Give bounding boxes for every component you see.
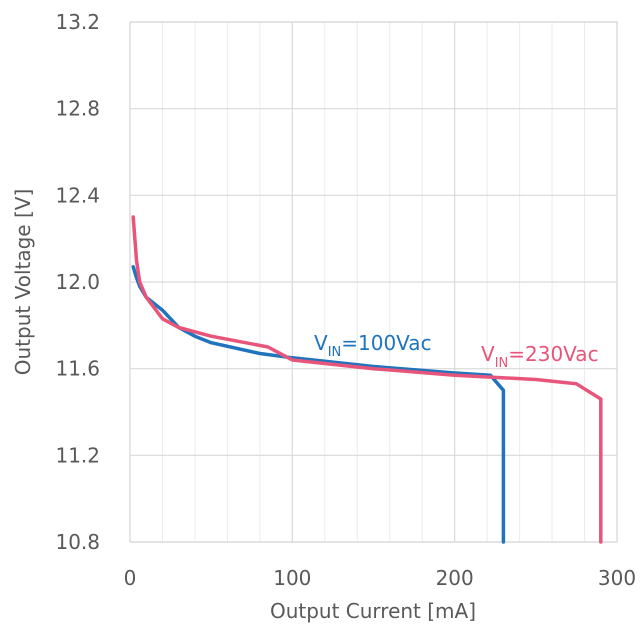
x-tick-label: 200 [436,566,474,590]
y-axis: 10.8 11.2 11.6 12.0 12.4 12.8 13.2 [55,10,100,554]
x-tick-label: 300 [598,566,636,590]
series-line-100vac [131,265,506,544]
x-axis: 0 100 200 300 [124,566,636,590]
y-axis-title: Output Voltage [V] [11,189,35,376]
series-label-100vac: VIN=100Vac [314,331,432,360]
x-axis-title: Output Current [mA] [270,599,476,623]
x-tick-label: 100 [273,566,311,590]
y-tick-label: 13.2 [55,10,100,34]
series-group [131,215,603,544]
series-label-230vac: VIN=230Vac [481,342,599,371]
y-tick-label: 12.8 [55,97,100,121]
x-tick-label: 0 [124,566,137,590]
y-tick-label: 12.4 [55,183,100,207]
y-tick-label: 11.2 [55,443,100,467]
series-line-230vac [131,215,603,544]
grid [129,21,618,543]
plot-area [129,21,618,543]
y-tick-label: 12.0 [55,270,100,294]
y-tick-label: 10.8 [55,530,100,554]
y-tick-label: 11.6 [55,357,100,381]
